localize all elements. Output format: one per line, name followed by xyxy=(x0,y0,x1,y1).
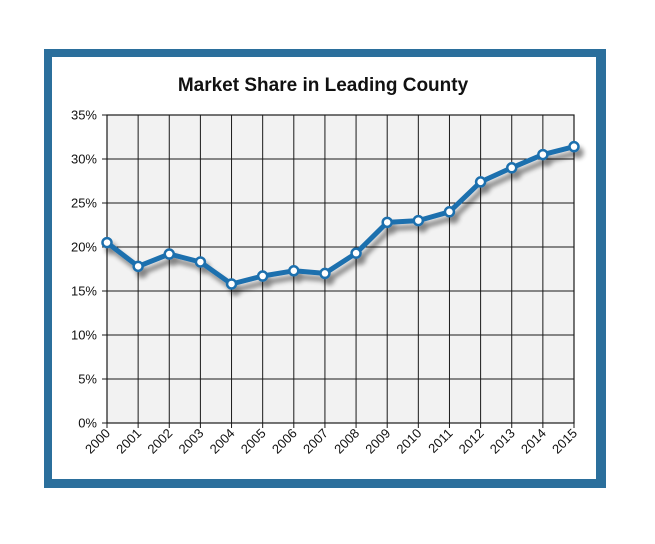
data-point xyxy=(381,216,393,229)
x-tick-label: 2009 xyxy=(362,426,393,457)
x-tick-label: 2004 xyxy=(207,426,238,457)
x-tick-label: 2002 xyxy=(144,426,175,457)
x-tick-label: 2001 xyxy=(113,426,144,457)
data-point xyxy=(163,248,176,260)
x-tick-label: 2011 xyxy=(425,426,455,456)
data-point xyxy=(288,265,300,277)
x-tick-label: 2010 xyxy=(393,426,424,457)
data-point xyxy=(537,148,549,161)
data-point xyxy=(101,236,113,249)
x-tick-label: 2013 xyxy=(487,426,518,457)
x-tick-label: 2003 xyxy=(175,426,206,457)
y-tick-label: 30% xyxy=(71,152,97,167)
data-point xyxy=(194,256,207,268)
chart-title: Market Share in Leading County xyxy=(178,75,469,96)
data-point xyxy=(443,206,456,218)
x-tick-label: 2007 xyxy=(300,426,331,457)
y-tick-label: 5% xyxy=(78,372,97,387)
series-group xyxy=(101,140,580,290)
data-point xyxy=(568,140,580,153)
x-tick-label: 2006 xyxy=(269,426,300,457)
x-tick-label: 2008 xyxy=(331,426,362,457)
data-point xyxy=(350,247,362,259)
data-point xyxy=(474,176,487,188)
data-point xyxy=(412,214,425,227)
data-point xyxy=(225,278,238,290)
data-point xyxy=(505,162,518,174)
y-tick-label: 15% xyxy=(71,284,97,299)
data-point xyxy=(256,270,269,282)
x-tick-label: 2005 xyxy=(238,426,269,457)
series-line xyxy=(104,144,577,287)
y-tick-label: 20% xyxy=(71,240,97,255)
y-tick-label: 0% xyxy=(78,416,97,431)
plot-border xyxy=(106,114,575,424)
y-tick-label: 25% xyxy=(71,196,97,211)
plot-area xyxy=(107,115,574,423)
x-tick-label: 2015 xyxy=(549,426,580,457)
x-tick-label: 2012 xyxy=(456,426,487,457)
y-tick-label: 35% xyxy=(71,108,97,123)
data-point xyxy=(319,267,331,280)
y-tick-label: 10% xyxy=(71,328,97,343)
data-point xyxy=(132,260,144,273)
x-tick-label: 2014 xyxy=(518,426,549,457)
